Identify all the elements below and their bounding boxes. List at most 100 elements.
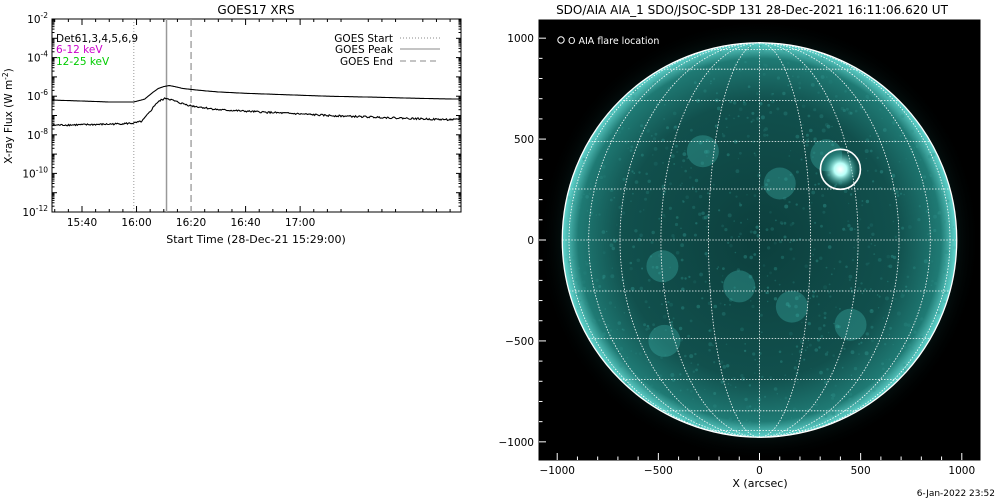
solar-speckle bbox=[787, 304, 791, 308]
solar-speckle bbox=[791, 238, 795, 242]
solar-speckle bbox=[639, 210, 642, 213]
solar-speckle bbox=[927, 154, 932, 159]
solar-speckle bbox=[931, 152, 936, 157]
solar-speckle bbox=[691, 186, 694, 189]
solar-speckle bbox=[778, 176, 780, 179]
legend-12-25kev: 12-25 keV bbox=[56, 56, 110, 68]
solar-speckle bbox=[757, 364, 759, 366]
solar-speckle bbox=[692, 205, 696, 209]
active-region bbox=[723, 270, 756, 303]
solar-speckle bbox=[744, 343, 747, 345]
solar-speckle bbox=[922, 153, 925, 156]
solar-speckle bbox=[611, 267, 613, 269]
solar-speckle bbox=[910, 347, 914, 351]
legend-goes-start: GOES Start bbox=[334, 33, 393, 45]
solar-speckle bbox=[649, 255, 653, 258]
solar-speckle bbox=[865, 332, 869, 336]
solar-speckle bbox=[724, 228, 728, 232]
solar-speckle bbox=[602, 332, 606, 337]
solar-speckle bbox=[719, 302, 722, 305]
solar-speckle bbox=[850, 397, 852, 399]
solar-speckle bbox=[864, 370, 866, 372]
solar-speckle bbox=[659, 374, 663, 378]
solar-speckle bbox=[650, 337, 653, 341]
solar-speckle bbox=[690, 389, 693, 393]
solar-speckle bbox=[888, 264, 893, 269]
solar-speckle bbox=[796, 381, 799, 384]
solar-speckle bbox=[612, 237, 615, 240]
solar-speckle bbox=[827, 290, 831, 294]
aia-x-axis-label: X (arcsec) bbox=[732, 477, 787, 490]
aia-x-tick-label: 500 bbox=[851, 465, 871, 477]
solar-speckle bbox=[646, 324, 650, 328]
solar-speckle bbox=[598, 213, 601, 216]
aia-x-tick-label: 1000 bbox=[948, 465, 975, 477]
solar-speckle bbox=[653, 327, 656, 330]
solar-speckle bbox=[750, 300, 752, 302]
solar-speckle bbox=[653, 147, 658, 151]
solar-speckle bbox=[870, 243, 873, 245]
solar-speckle bbox=[726, 153, 730, 157]
solar-speckle bbox=[901, 226, 905, 230]
solar-speckle bbox=[704, 252, 708, 256]
solar-speckle bbox=[749, 405, 752, 408]
solar-speckle bbox=[823, 311, 827, 315]
solar-speckle bbox=[808, 343, 812, 347]
solar-speckle bbox=[638, 131, 640, 133]
solar-speckle bbox=[908, 225, 912, 229]
solar-speckle bbox=[814, 403, 818, 407]
solar-speckle bbox=[885, 142, 888, 145]
solar-speckle bbox=[665, 384, 668, 387]
solar-speckle bbox=[859, 106, 862, 108]
solar-speckle bbox=[696, 304, 701, 309]
solar-speckle bbox=[944, 291, 948, 295]
solar-speckle bbox=[869, 223, 874, 227]
solar-speckle bbox=[763, 133, 767, 137]
solar-speckle bbox=[937, 210, 942, 215]
solar-speckle bbox=[726, 126, 728, 128]
goes-legend-left: Det61,3,4,5,6,9 6-12 keV 12-25 keV bbox=[56, 33, 138, 68]
solar-speckle bbox=[913, 147, 915, 149]
solar-speckle bbox=[817, 338, 821, 342]
solar-speckle bbox=[796, 75, 800, 79]
solar-speckle bbox=[686, 388, 689, 391]
solar-speckle bbox=[618, 157, 622, 161]
solar-speckle bbox=[704, 280, 707, 283]
solar-speckle bbox=[684, 354, 687, 358]
solar-speckle bbox=[814, 348, 819, 352]
active-region bbox=[834, 308, 867, 341]
solar-speckle bbox=[577, 281, 581, 286]
solar-speckle bbox=[733, 220, 735, 222]
solar-speckle bbox=[807, 339, 810, 342]
solar-speckle bbox=[784, 374, 786, 376]
solar-speckle bbox=[631, 94, 635, 98]
solar-speckle bbox=[749, 230, 753, 234]
solar-speckle bbox=[644, 383, 648, 388]
solar-speckle bbox=[737, 115, 740, 118]
legend-6-12kev: 6-12 keV bbox=[56, 44, 103, 56]
solar-speckle bbox=[592, 319, 597, 324]
solar-speckle bbox=[713, 304, 718, 309]
solar-speckle bbox=[899, 134, 902, 137]
solar-speckle bbox=[688, 176, 692, 179]
solar-speckle bbox=[884, 343, 887, 346]
solar-speckle bbox=[814, 141, 817, 144]
solar-speckle bbox=[721, 281, 724, 284]
solar-speckle bbox=[793, 366, 797, 370]
solar-speckle bbox=[952, 226, 955, 228]
solar-speckle bbox=[754, 154, 757, 157]
solar-speckle bbox=[663, 118, 665, 120]
solar-speckle bbox=[634, 180, 639, 184]
solar-speckle bbox=[650, 111, 653, 113]
solar-speckle bbox=[892, 120, 896, 125]
solar-speckle bbox=[871, 339, 874, 343]
solar-speckle bbox=[877, 307, 880, 309]
solar-speckle bbox=[707, 301, 712, 305]
solar-speckle bbox=[870, 236, 872, 239]
solar-speckle bbox=[764, 63, 768, 68]
solar-speckle bbox=[766, 178, 770, 183]
solar-speckle bbox=[733, 419, 737, 423]
solar-speckle bbox=[716, 66, 721, 71]
solar-speckle bbox=[682, 159, 686, 163]
solar-speckle bbox=[753, 194, 757, 198]
